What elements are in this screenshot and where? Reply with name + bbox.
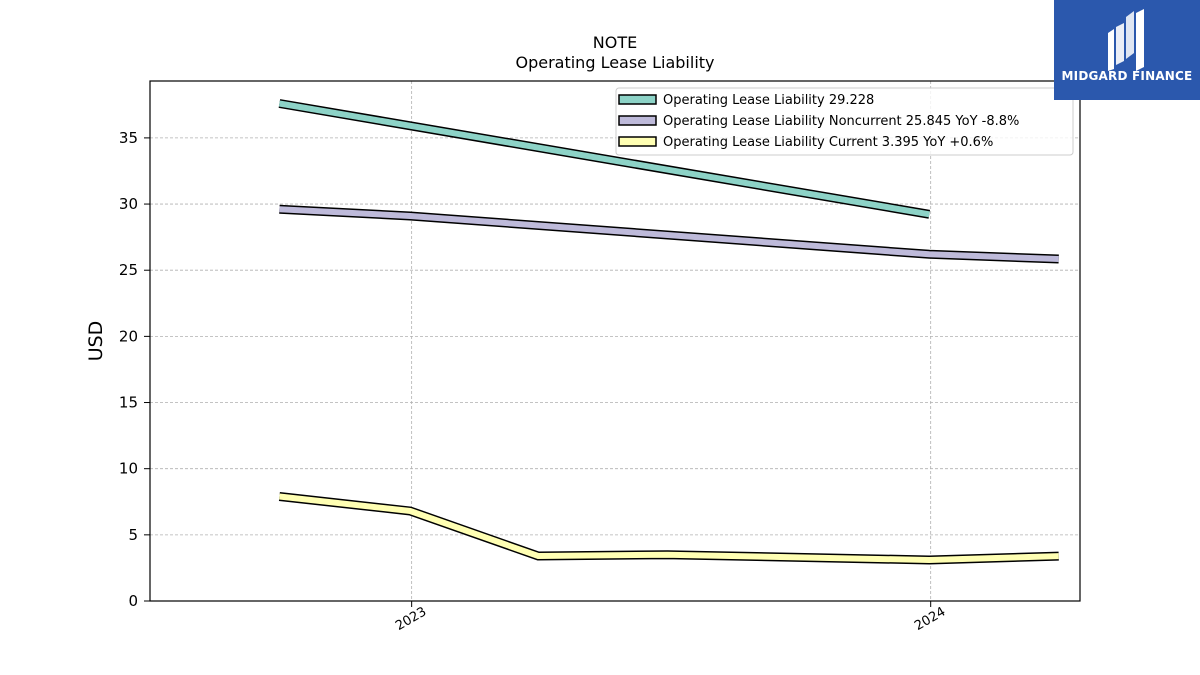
grid-layer: [150, 81, 1080, 601]
legend-entry-2: Operating Lease Liability Current 3.395 …: [663, 135, 993, 150]
midgard-logo-icon: [1108, 9, 1144, 71]
y-tick-label: 20: [119, 327, 138, 345]
y-tick-label: 25: [119, 261, 138, 279]
series-line: [279, 493, 1059, 564]
plot-frame: [149, 80, 1081, 602]
series-line: [279, 206, 1059, 262]
series-line: [278, 100, 930, 218]
y-tick-label: 35: [119, 129, 138, 147]
legend-frame: [615, 87, 1074, 156]
y-tick-label: 30: [119, 195, 138, 213]
legend-swatch-2: [618, 136, 657, 147]
y-axis-label: USD: [85, 321, 107, 362]
brand-logo: MIDGARD FINANCE: [1054, 0, 1200, 100]
y-tick-label: 5: [128, 526, 138, 544]
series-line-outline: [278, 492, 1059, 565]
series-layer: [278, 99, 1059, 565]
chart-subtitle: Operating Lease Liability: [515, 53, 714, 72]
y-tick-label: 15: [119, 394, 138, 412]
chart-title: NOTE: [593, 33, 637, 52]
y-tick-label: 0: [128, 592, 138, 610]
legend: Operating Lease Liability 29.228 Operati…: [615, 87, 1074, 156]
legend-entry-0: Operating Lease Liability 29.228: [663, 93, 874, 108]
legend-entry-1: Operating Lease Liability Noncurrent 25.…: [663, 114, 1019, 129]
legend-swatch-1: [618, 115, 657, 126]
x-tick-label: 2023: [393, 604, 429, 634]
y-tick-label: 10: [119, 460, 138, 478]
brand-logo-text: MIDGARD FINANCE: [1061, 69, 1193, 83]
legend-swatch-0: [618, 94, 657, 105]
x-tick-label: 2024: [912, 604, 948, 634]
